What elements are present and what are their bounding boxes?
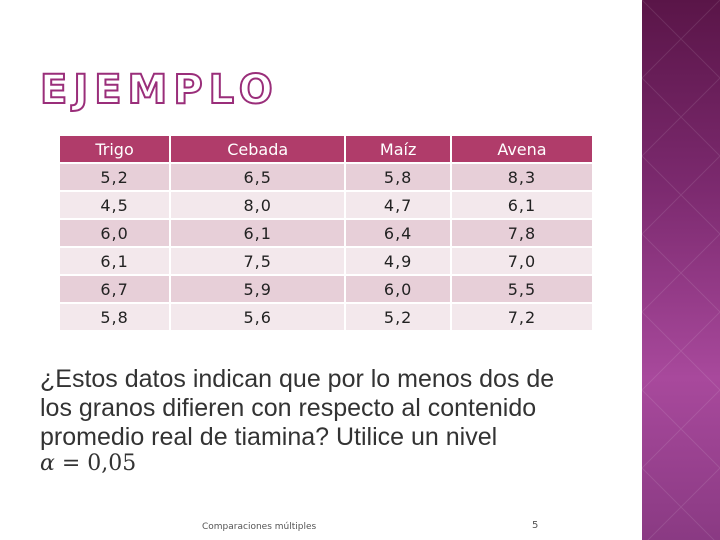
table-row: 6,0 6,1 6,4 7,8 — [60, 220, 592, 246]
table-cell: 4,9 — [346, 248, 450, 274]
table-cell: 6,4 — [346, 220, 450, 246]
decorative-side-panel — [642, 0, 720, 540]
table-row: 6,1 7,5 4,9 7,0 — [60, 248, 592, 274]
table-cell: 6,1 — [171, 220, 345, 246]
table-cell: 4,5 — [60, 192, 170, 218]
table-row: 5,2 6,5 5,8 8,3 — [60, 164, 592, 190]
column-header-cebada: Cebada — [171, 136, 345, 162]
table-cell: 6,7 — [60, 276, 170, 302]
alpha-level: α = 0,05 — [40, 451, 136, 476]
column-header-trigo: Trigo — [60, 136, 170, 162]
table-cell: 5,2 — [60, 164, 170, 190]
table-row: 6,7 5,9 6,0 5,5 — [60, 276, 592, 302]
table-cell: 6,1 — [60, 248, 170, 274]
question-text: ¿Estos datos indican que por lo menos do… — [40, 365, 555, 451]
table-cell: 6,0 — [60, 220, 170, 246]
table-cell: 5,9 — [171, 276, 345, 302]
table-cell: 8,3 — [451, 164, 592, 190]
table-cell: 8,0 — [171, 192, 345, 218]
alpha-symbol: α — [40, 451, 55, 476]
table-cell: 5,2 — [346, 304, 450, 330]
column-header-avena: Avena — [451, 136, 592, 162]
table-row: 5,8 5,6 5,2 7,2 — [60, 304, 592, 330]
table-cell: 7,2 — [451, 304, 592, 330]
footer-text: Comparaciones múltiples — [202, 522, 317, 532]
table-cell: 6,1 — [451, 192, 592, 218]
table-cell: 4,7 — [346, 192, 450, 218]
table-cell: 5,6 — [171, 304, 345, 330]
data-table: Trigo Cebada Maíz Avena 5,2 6,5 5,8 8,3 … — [58, 134, 594, 332]
table-cell: 5,8 — [346, 164, 450, 190]
table-cell: 7,5 — [171, 248, 345, 274]
diamond-pattern — [642, 0, 720, 540]
table-row: 4,5 8,0 4,7 6,1 — [60, 192, 592, 218]
table-cell: 5,8 — [60, 304, 170, 330]
table-cell: 5,5 — [451, 276, 592, 302]
table-cell: 6,5 — [171, 164, 345, 190]
table-header-row: Trigo Cebada Maíz Avena — [60, 136, 592, 162]
column-header-maiz: Maíz — [346, 136, 450, 162]
alpha-value: = 0,05 — [61, 451, 137, 476]
table-cell: 7,8 — [451, 220, 592, 246]
table-cell: 7,0 — [451, 248, 592, 274]
table-cell: 6,0 — [346, 276, 450, 302]
slide-title: EJEMPLO — [39, 67, 279, 113]
page-number: 5 — [532, 520, 539, 531]
